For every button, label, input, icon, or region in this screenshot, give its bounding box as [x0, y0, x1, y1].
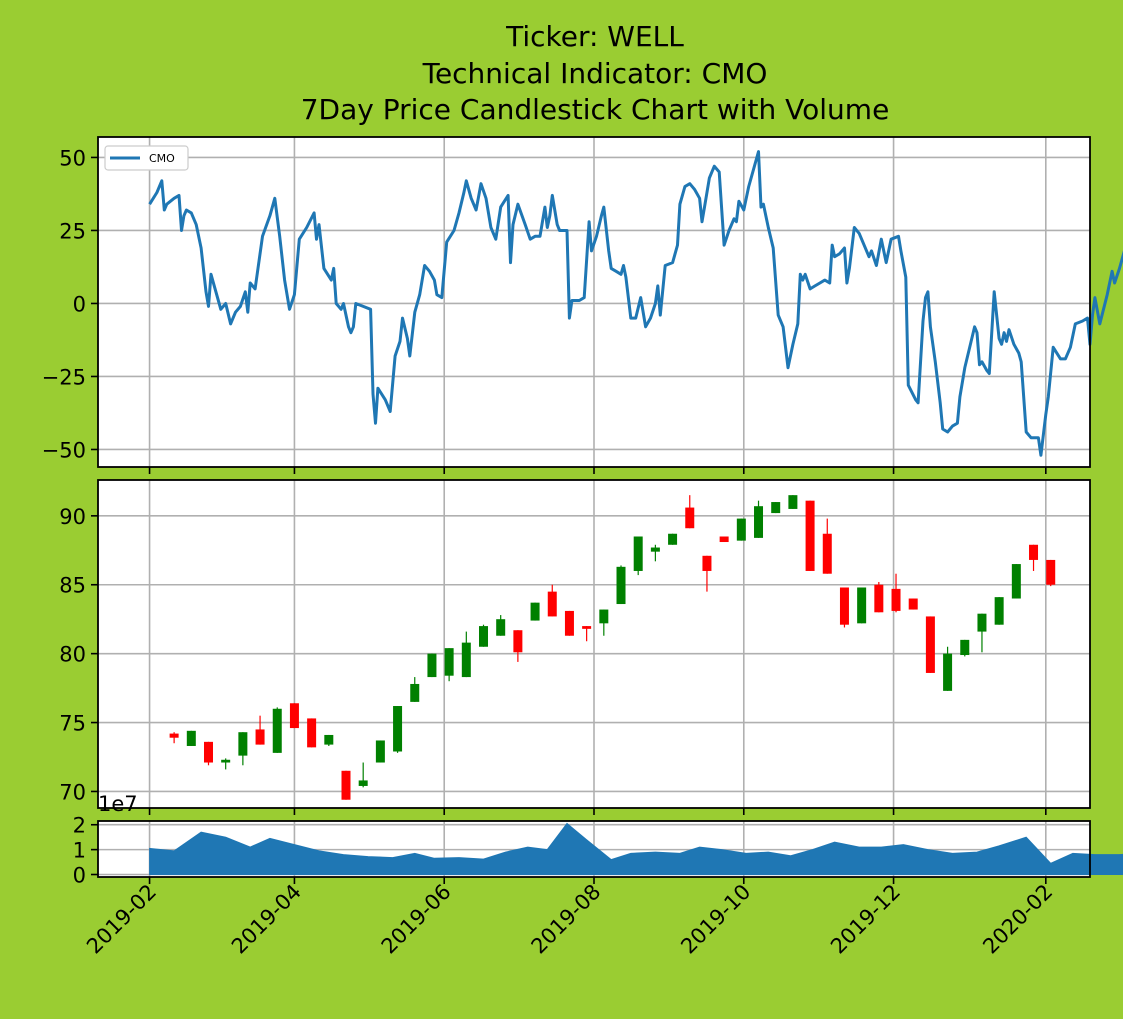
cmo-line	[148, 150, 1123, 457]
candle-body	[668, 533, 678, 545]
candlestick-panel: 70 75 80 85 90	[59, 479, 1091, 815]
cmo-ytick-label: 0	[73, 292, 86, 316]
candle-body	[547, 591, 557, 617]
xtick-label: 2019-04	[227, 880, 306, 959]
candle-body	[203, 741, 213, 763]
candle-body	[272, 708, 282, 753]
cmo-ytick-label: 50	[59, 146, 86, 170]
candle-body	[582, 626, 592, 629]
xtick-label: 2020-02	[978, 880, 1057, 959]
candle-body	[633, 536, 643, 571]
cmo-ytick-label: −50	[42, 438, 86, 462]
candle-ytick-label: 80	[59, 643, 86, 667]
candle-body	[805, 500, 815, 571]
candle-body	[754, 506, 764, 538]
candle-body	[255, 729, 265, 745]
candle-body	[341, 770, 351, 800]
candle-body	[960, 639, 970, 656]
legend-label: CMO	[149, 152, 175, 165]
candle-body	[685, 507, 695, 529]
cmo-ytick-label: 25	[59, 219, 86, 243]
candle-body	[221, 759, 231, 763]
cmo-frame	[97, 136, 1091, 468]
legend-box	[104, 145, 189, 171]
candle-ytick-label: 90	[59, 505, 86, 529]
candle-body	[1046, 559, 1056, 585]
candle-body	[616, 566, 626, 605]
chart-title-line-1: Ticker: WELL	[505, 20, 684, 53]
candle-body	[410, 683, 420, 702]
volume-offset-label: 1e7	[98, 792, 138, 816]
candle-body	[891, 588, 901, 611]
candle-body	[925, 616, 935, 673]
xtick-label: 2019-12	[826, 880, 905, 959]
candle-ytick-label: 70	[59, 780, 86, 804]
candle-body	[771, 502, 781, 514]
candle-body	[719, 536, 729, 543]
candle-body	[307, 718, 317, 748]
volume-panel: 2019-02 2019-04 2019-06 2019-08 2019-10 2019-…	[73, 814, 1123, 959]
candle-body	[994, 597, 1004, 625]
candle-body	[358, 780, 368, 786]
candle-body	[513, 630, 523, 653]
candle-body	[1011, 564, 1021, 599]
candle-body	[186, 730, 196, 746]
cmo-ytick-label: −25	[42, 365, 86, 389]
candle-frame	[97, 479, 1091, 809]
chart-title-line-3: 7Day Price Candlestick Chart with Volume	[301, 93, 890, 126]
candle-body	[702, 555, 712, 571]
volume-ytick-label: 2	[73, 814, 86, 838]
candle-body	[857, 587, 867, 624]
candle-body	[908, 598, 918, 610]
candle-body	[289, 703, 299, 729]
candle-body	[444, 648, 454, 676]
candle-ytick-label: 85	[59, 574, 86, 598]
xtick-label: 2019-08	[527, 880, 606, 959]
volume-area	[149, 822, 1123, 875]
volume-ytick-label: 0	[73, 864, 86, 888]
candle-body	[375, 740, 385, 763]
cmo-panel: −50 −25 0 25 50 CMO	[42, 136, 1123, 474]
xtick-label: 2019-02	[82, 880, 161, 959]
candle-body	[238, 732, 248, 756]
candle-body	[461, 642, 471, 678]
candle-body	[839, 587, 849, 625]
xtick-label: 2019-10	[676, 880, 755, 959]
candle-body	[479, 626, 489, 647]
candle-body	[599, 609, 609, 624]
candle-body	[822, 533, 832, 574]
candle-body	[169, 733, 179, 738]
candle-body	[530, 602, 540, 621]
candle-ytick-label: 75	[59, 712, 86, 736]
candle-body	[427, 653, 437, 678]
candle-body	[977, 613, 987, 632]
candle-body	[324, 734, 334, 745]
candle-body	[393, 706, 403, 752]
volume-ytick-label: 1	[73, 839, 86, 863]
candle-body	[943, 653, 953, 691]
candle-body	[564, 610, 574, 636]
candle-body	[736, 518, 746, 541]
volume-frame	[97, 820, 1091, 878]
xtick-label: 2019-06	[377, 880, 456, 959]
candle-body	[496, 619, 506, 636]
candle-body	[1029, 544, 1039, 560]
candle-body	[874, 584, 884, 613]
candle-body	[650, 547, 660, 552]
chart-title-line-2: Technical Indicator: CMO	[422, 57, 768, 90]
candle-body	[788, 495, 798, 509]
